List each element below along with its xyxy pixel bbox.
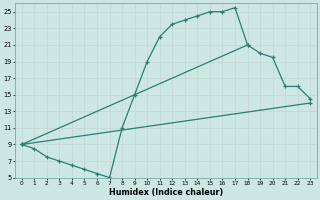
X-axis label: Humidex (Indice chaleur): Humidex (Indice chaleur) <box>109 188 223 197</box>
